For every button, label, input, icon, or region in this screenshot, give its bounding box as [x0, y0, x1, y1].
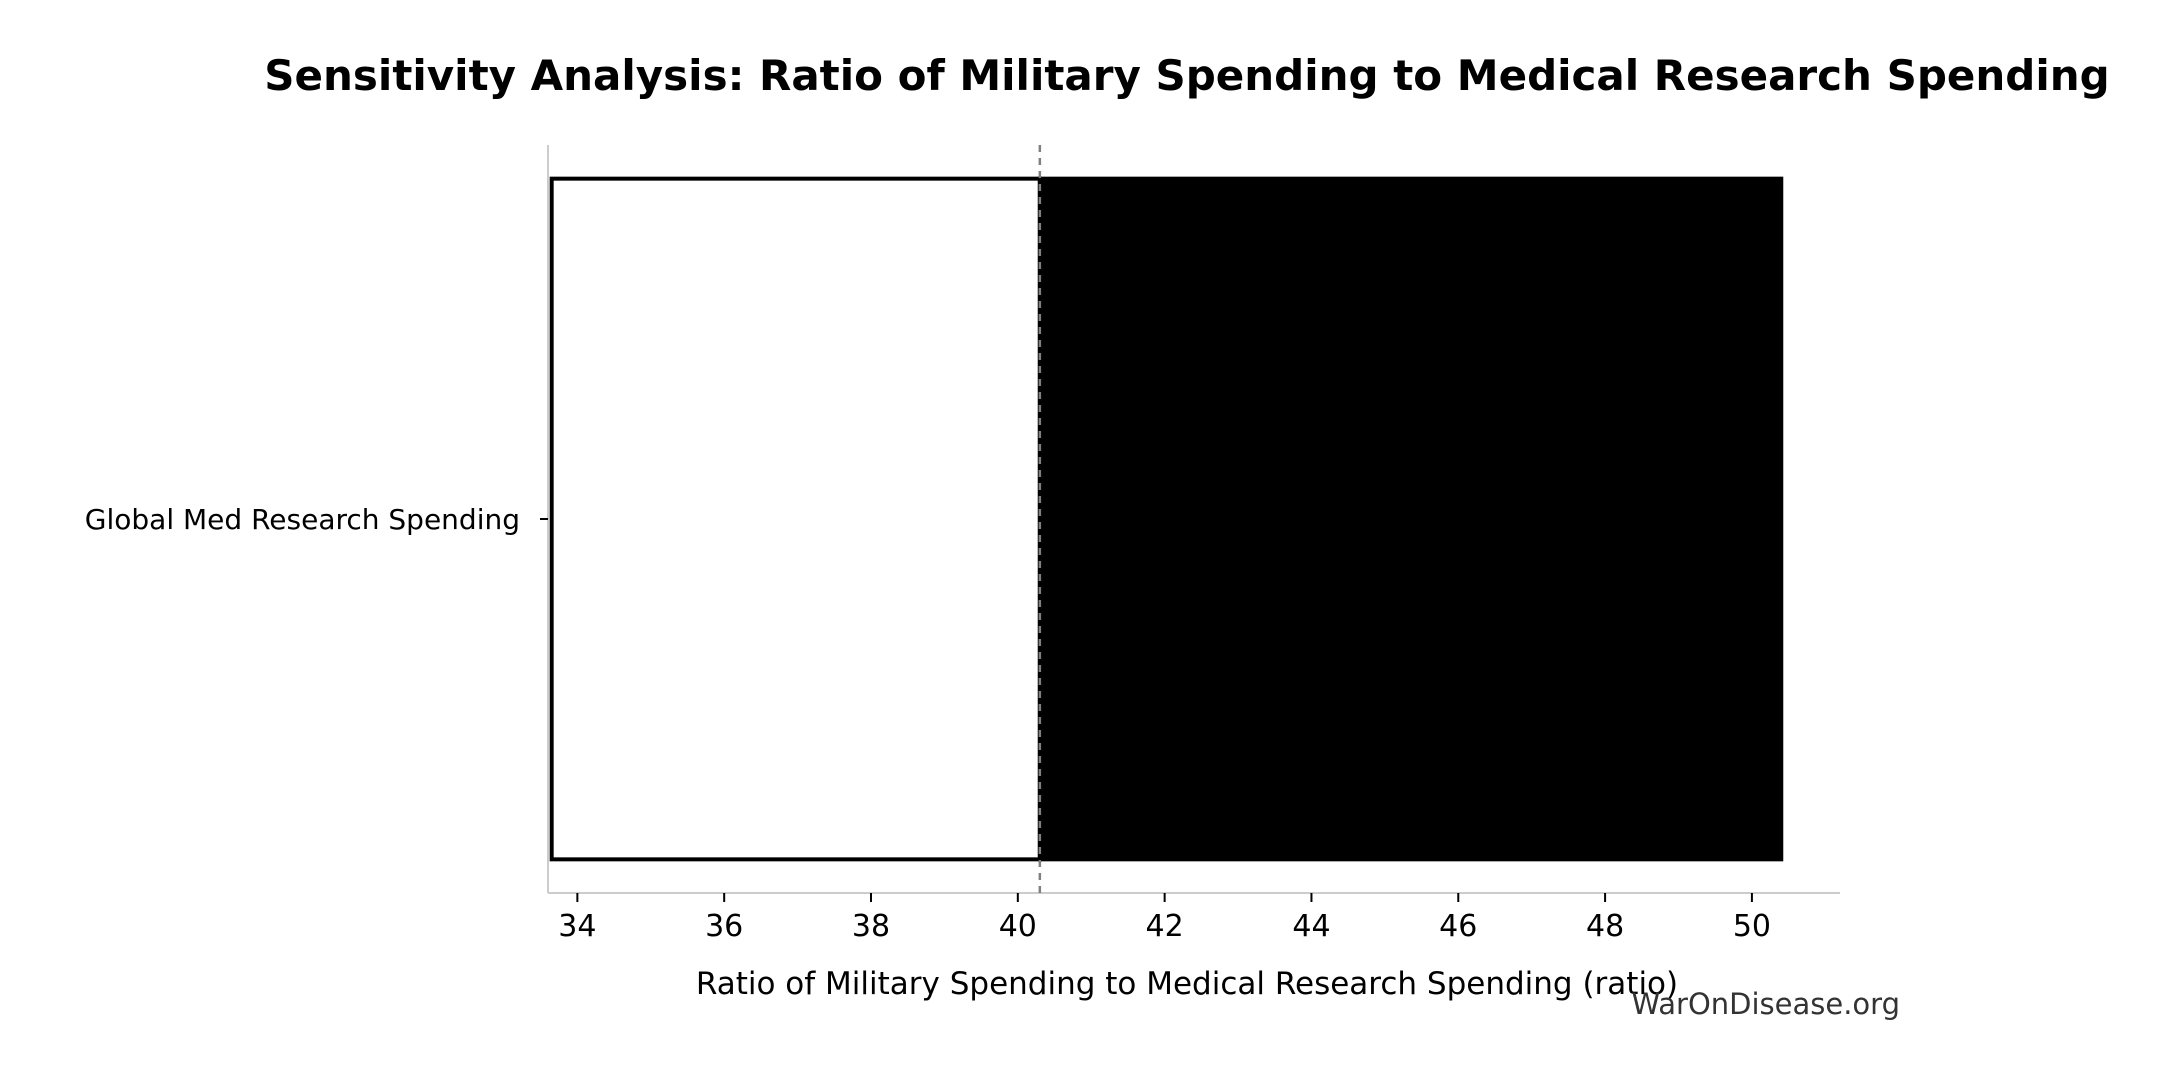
x-tick-label: 42 [1146, 909, 1184, 944]
x-tick-label: 40 [999, 909, 1037, 944]
x-tick-label: 50 [1733, 909, 1771, 944]
x-axis-ticks: 34 36 38 40 42 44 46 48 50 [558, 893, 1771, 944]
watermark: WarOnDisease.org [1631, 987, 1900, 1021]
chart-title: Sensitivity Analysis: Ratio of Military … [264, 51, 2109, 100]
y-tick-label: Global Med Research Spending [85, 503, 520, 536]
x-axis-label: Ratio of Military Spending to Medical Re… [696, 966, 1678, 1002]
plot-area [547, 145, 1840, 894]
bar-high [1037, 176, 1784, 862]
x-tick-label: 48 [1586, 909, 1624, 944]
bar-low [549, 176, 1042, 862]
x-tick-label: 38 [852, 909, 890, 944]
y-axis-ticks: Global Med Research Spending [85, 503, 548, 536]
x-tick-label: 44 [1292, 909, 1330, 944]
x-tick-label: 46 [1439, 909, 1477, 944]
x-tick-label: 34 [558, 909, 596, 944]
x-tick-label: 36 [705, 909, 743, 944]
